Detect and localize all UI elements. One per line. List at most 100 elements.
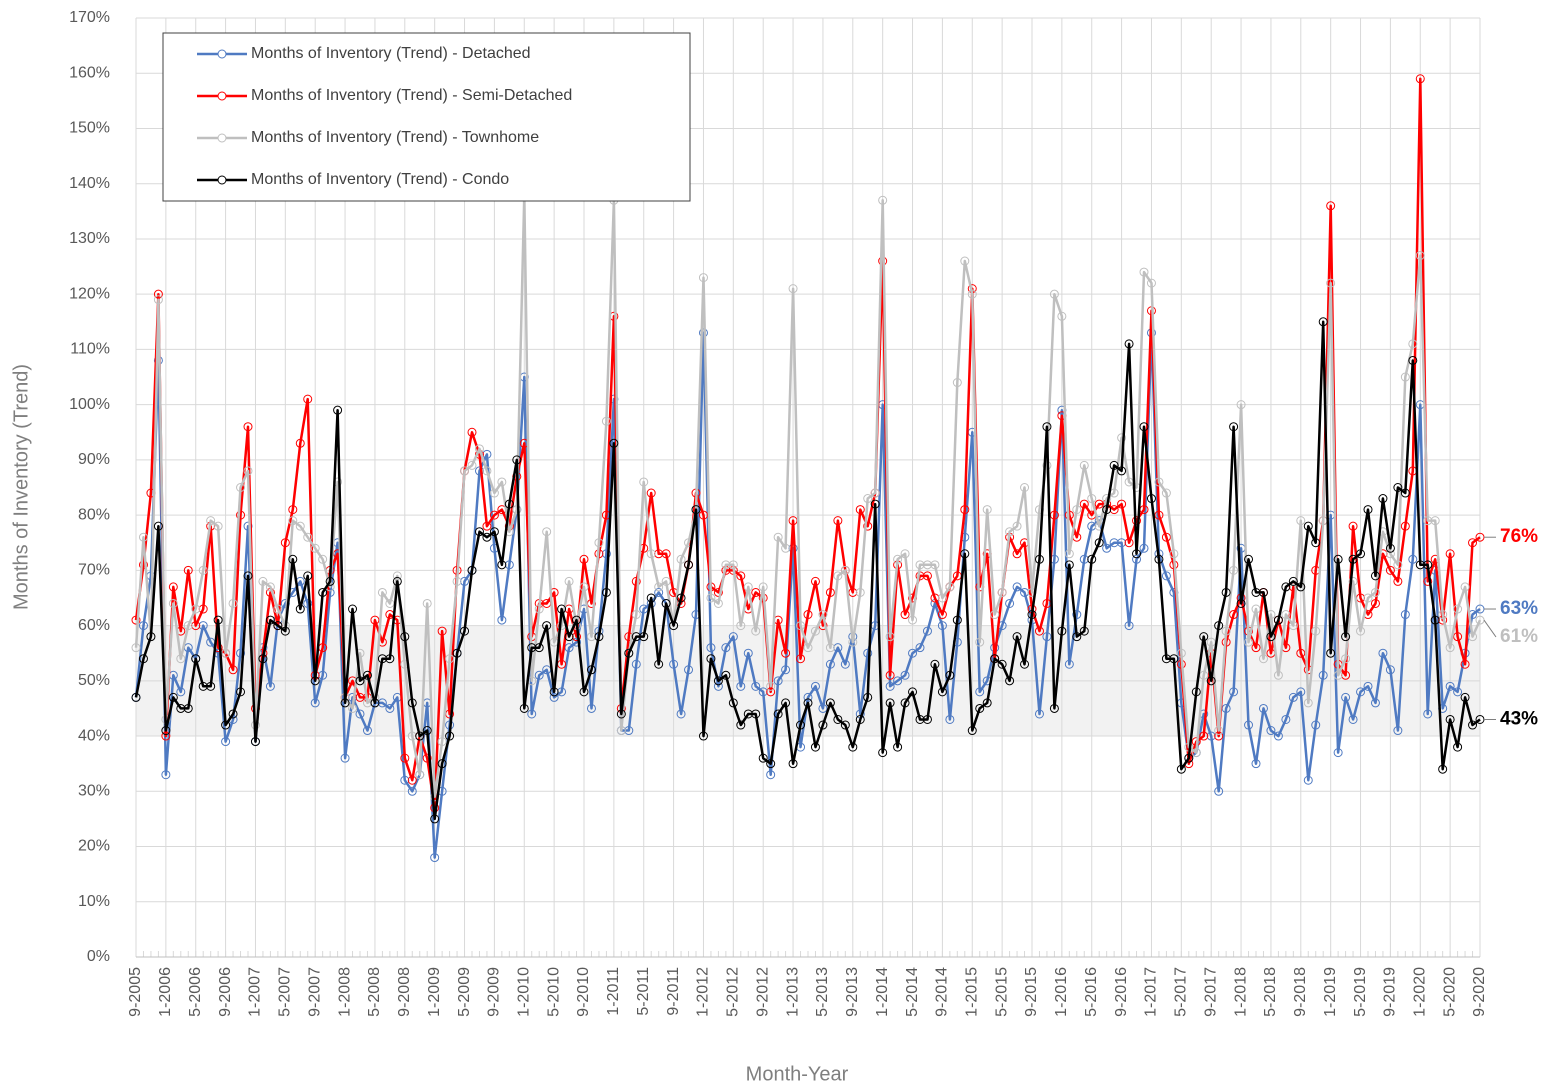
point-marker [1251,759,1261,769]
point-marker [1423,709,1433,719]
point-marker [303,571,313,581]
legend-marker [217,175,227,185]
series [134,331,1481,859]
point-marker [138,654,148,664]
point-marker [348,703,358,713]
point-marker [579,554,589,564]
point-marker [1333,748,1343,758]
series [134,320,1481,821]
point-marker [982,698,992,708]
point-marker [1445,549,1455,559]
point-marker [422,753,432,763]
point-marker [937,610,947,620]
point-marker [684,665,694,675]
point-marker [945,582,955,592]
point-marker [1146,278,1156,288]
point-marker [1370,571,1380,581]
point-marker [295,521,305,531]
point-marker [631,632,641,642]
point-marker [900,549,910,559]
point-marker [937,621,947,631]
point-marker [474,527,484,537]
point-marker [855,714,865,724]
x-tick-label: 1-2013 [784,967,801,1017]
point-marker [818,720,828,730]
y-tick-label: 170% [69,9,110,26]
point-marker [385,654,395,664]
point-marker [922,714,932,724]
point-marker [542,527,552,537]
point-marker [273,621,283,631]
legend-marker [217,49,227,59]
x-tick-label: 1-2018 [1232,967,1249,1017]
point-marker [407,786,417,796]
point-marker [825,643,835,653]
point-marker [191,621,201,631]
point-marker [325,587,335,597]
point-marker [1169,549,1179,559]
point-marker [796,654,806,664]
point-marker [415,731,425,741]
point-marker [1251,643,1261,653]
point-marker [1034,554,1044,564]
point-marker [1400,610,1410,620]
x-tick-label: 9-2010 [575,967,592,1017]
point-marker [1393,560,1403,570]
point-marker [803,698,813,708]
x-tick-label: 9-2011 [665,967,682,1016]
x-tick-label: 5-2019 [1352,967,1369,1017]
point-marker [825,587,835,597]
point-marker [243,521,253,531]
point-marker [773,676,783,686]
point-marker [474,466,484,476]
point-marker [616,726,626,736]
point-marker [385,598,395,608]
point-marker [639,604,649,614]
point-marker [1266,632,1276,642]
point-marker [460,466,470,476]
point-marker [1012,632,1022,642]
point-marker [1154,510,1164,520]
point-marker [743,582,753,592]
point-marker [654,582,664,592]
point-marker [1079,499,1089,509]
point-marker [631,610,641,620]
point-marker [138,560,148,570]
end-label-leader [1483,619,1497,638]
point-marker [1020,659,1030,669]
point-marker [758,582,768,592]
point-marker [206,681,216,691]
point-marker [572,637,582,647]
point-marker [280,538,290,548]
point-marker [228,665,238,675]
point-marker [131,692,141,702]
point-marker [1438,610,1448,620]
point-marker [833,516,843,526]
point-marker [362,670,372,680]
x-tick-label: 9-2020 [1471,967,1488,1017]
point-marker [1460,692,1470,702]
point-marker [206,516,216,526]
point-marker [1311,538,1321,548]
point-marker [243,466,253,476]
y-tick-label: 90% [78,451,110,468]
x-tick-label: 9-2012 [754,967,771,1017]
point-marker [788,543,798,553]
point-marker [751,587,761,597]
point-marker [1296,582,1306,592]
y-tick-label: 30% [78,783,110,800]
point-marker [728,560,738,570]
point-marker [1146,494,1156,504]
point-marker [1161,654,1171,664]
point-marker [967,726,977,736]
point-marker [1087,521,1097,531]
point-marker [1430,615,1440,625]
point-marker [1385,543,1395,553]
point-marker [855,505,865,515]
legend-label: Months of Inventory (Trend) - Condo [251,171,509,188]
point-marker [385,703,395,713]
point-marker [333,405,343,415]
point-marker [191,654,201,664]
point-marker [1229,422,1239,432]
point-marker [1117,538,1127,548]
